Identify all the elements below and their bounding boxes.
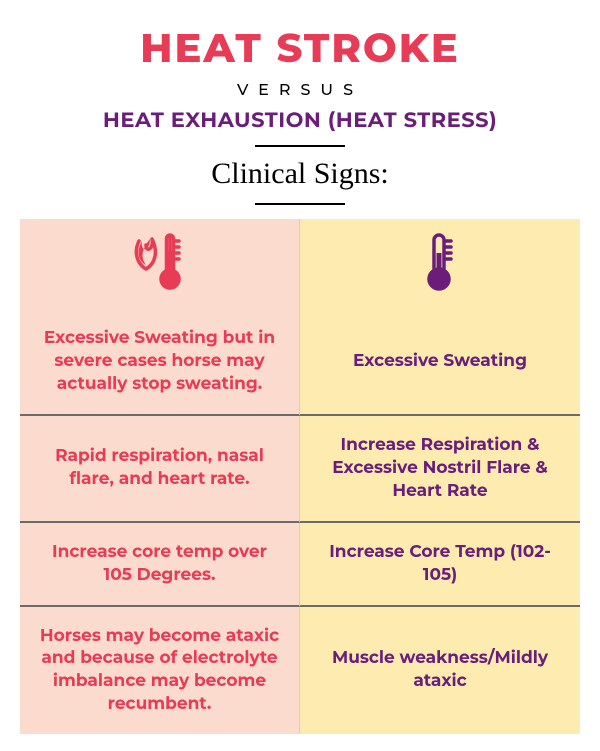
thermometer-icon (420, 231, 460, 298)
icon-cell-left (20, 219, 300, 309)
divider-top (255, 145, 345, 147)
table-cell-right: Increase Core Temp (102-105) (300, 523, 580, 607)
icon-cell-right (300, 219, 580, 309)
infographic-container: HEAT STROKE VERSUS HEAT EXHAUSTION (HEAT… (0, 0, 600, 734)
table-cell-right: Increase Respiration & Excessive Nostril… (300, 416, 580, 523)
section-title: Clinical Signs: (0, 157, 600, 191)
title-versus: VERSUS (0, 81, 600, 100)
flame-thermometer-icon (132, 231, 188, 298)
table-cell-left: Horses may become ataxic and because of … (20, 607, 300, 735)
table-cell-right: Muscle weakness/Mildly ataxic (300, 607, 580, 735)
table-cell-left: Increase core temp over 105 Degrees. (20, 523, 300, 607)
table-cell-left: Excessive Sweating but in severe cases h… (20, 309, 300, 416)
title-heat-exhaustion: HEAT EXHAUSTION (HEAT STRESS) (0, 108, 600, 133)
table-cell-left: Rapid respiration, nasal flare, and hear… (20, 416, 300, 523)
table-cell-right: Excessive Sweating (300, 309, 580, 416)
divider-bottom (255, 203, 345, 205)
title-heat-stroke: HEAT STROKE (0, 24, 600, 73)
comparison-table: Excessive Sweating but in severe cases h… (20, 219, 580, 734)
